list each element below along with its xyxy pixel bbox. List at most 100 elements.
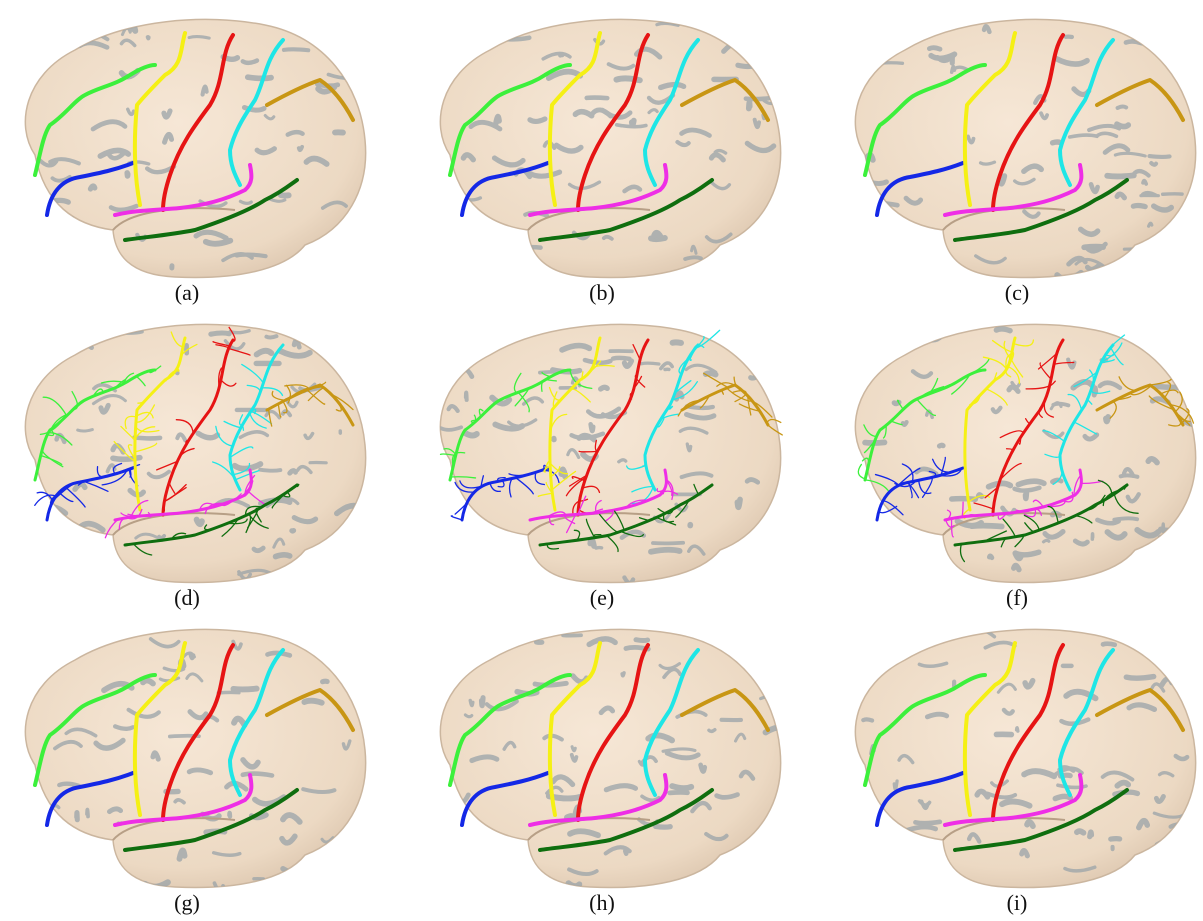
brain-render-b — [439, 18, 782, 279]
superior-temporal-sulcus — [538, 483, 714, 553]
intraparietal-sulcus — [680, 78, 770, 122]
superior-frontal-sulcus — [448, 63, 572, 177]
lateral-fissure-sulcus — [528, 163, 669, 217]
panel-caption-c: (c) — [1004, 280, 1030, 305]
panel-g — [5, 615, 370, 900]
central-sulcus — [156, 326, 251, 517]
precentral-sulcus — [547, 641, 602, 817]
inferior-frontal-sulcus — [45, 161, 135, 217]
superior-frontal-sulcus — [33, 365, 162, 482]
cortex-surface — [24, 18, 367, 279]
superior-frontal-sulcus — [863, 63, 987, 177]
intraparietal-sulcus — [265, 381, 355, 427]
brain-render-e — [439, 323, 783, 584]
brain-render-h — [439, 628, 782, 889]
intraparietal-sulcus — [1095, 688, 1185, 732]
panel-f — [835, 310, 1200, 595]
panel-h — [420, 615, 785, 900]
inferior-frontal-sulcus — [45, 771, 135, 827]
sulcal-networks — [33, 326, 355, 556]
intraparietal-sulcus — [1095, 376, 1195, 427]
brain-render-i — [854, 628, 1197, 889]
sulcal-curves — [33, 31, 355, 242]
central-sulcus — [576, 33, 650, 212]
superior-temporal-sulcus — [123, 178, 299, 242]
brain-render-g — [24, 628, 367, 889]
central-sulcus — [991, 643, 1065, 822]
cortex-surface — [854, 323, 1197, 584]
lateral-fissure-sulcus — [104, 468, 266, 539]
lateral-fissure-sulcus — [943, 773, 1084, 827]
precentral-sulcus — [132, 31, 187, 207]
postcentral-sulcus — [643, 38, 700, 187]
sulcal-shading — [455, 21, 777, 265]
lateral-fissure-sulcus — [943, 163, 1084, 217]
superior-temporal-sulcus — [538, 178, 714, 242]
brain-render-a — [24, 18, 367, 279]
panel-b — [420, 5, 785, 290]
sulcal-curves — [448, 31, 770, 242]
inferior-frontal-sulcus — [460, 771, 550, 827]
central-sulcus — [565, 338, 650, 517]
superior-temporal-sulcus — [953, 178, 1129, 242]
precentral-sulcus — [962, 641, 1017, 817]
intraparietal-sulcus — [677, 372, 783, 436]
sulcal-curves — [863, 641, 1185, 852]
panel-caption-f: (f) — [1006, 585, 1028, 610]
sulcal-curves — [33, 641, 355, 852]
panel-i — [835, 615, 1200, 900]
panel-caption-e: (e) — [589, 585, 615, 610]
panel-c — [835, 5, 1200, 290]
superior-frontal-sulcus — [857, 358, 990, 494]
sulcal-curves — [863, 31, 1185, 242]
lateral-fissure-sulcus — [528, 468, 679, 534]
brain-render-f — [854, 323, 1197, 584]
brain-render-d — [24, 323, 367, 584]
central-sulcus — [161, 643, 235, 822]
inferior-frontal-sulcus — [875, 771, 965, 827]
precentral-sulcus — [537, 336, 615, 512]
inferior-frontal-sulcus — [460, 161, 550, 217]
sulcal-shading — [862, 324, 1196, 582]
panel-caption-g: (g) — [174, 890, 200, 915]
sulcal-curves — [448, 641, 770, 852]
inferior-frontal-sulcus — [450, 464, 560, 522]
inferior-frontal-sulcus — [34, 462, 141, 522]
superior-frontal-sulcus — [33, 673, 157, 787]
cortex-surface — [854, 18, 1197, 279]
inferior-frontal-sulcus — [874, 456, 965, 522]
superior-temporal-sulcus — [953, 788, 1129, 852]
cortex-surface — [24, 323, 367, 584]
superior-temporal-sulcus — [953, 479, 1139, 563]
postcentral-sulcus — [1042, 334, 1126, 492]
postcentral-sulcus — [1058, 38, 1115, 187]
precentral-sulcus — [962, 336, 1035, 520]
central-sulcus — [973, 338, 1075, 517]
panel-caption-h: (h) — [589, 890, 615, 915]
precentral-sulcus — [962, 31, 1017, 207]
lateral-fissure-sulcus — [943, 468, 1104, 538]
postcentral-sulcus — [212, 343, 285, 492]
lateral-fissure-sulcus — [113, 163, 254, 217]
superior-frontal-sulcus — [863, 673, 987, 787]
central-sulcus — [576, 643, 650, 822]
superior-frontal-sulcus — [448, 673, 572, 787]
panel-e — [420, 310, 785, 595]
postcentral-sulcus — [1058, 648, 1115, 797]
superior-frontal-sulcus — [33, 63, 157, 177]
postcentral-sulcus — [228, 648, 285, 797]
precentral-sulcus — [132, 641, 187, 817]
cortex-surface — [24, 628, 367, 889]
central-sulcus — [991, 33, 1065, 212]
precentral-sulcus — [113, 331, 198, 512]
intraparietal-sulcus — [1095, 78, 1185, 122]
panel-a — [5, 5, 370, 290]
inferior-frontal-sulcus — [875, 161, 965, 217]
superior-temporal-sulcus — [538, 788, 714, 852]
central-sulcus — [161, 33, 235, 212]
sulcal-networks — [439, 329, 783, 553]
sulcal-networks — [857, 334, 1195, 563]
lateral-fissure-sulcus — [113, 773, 254, 827]
lateral-fissure-sulcus — [528, 773, 669, 827]
panel-d — [5, 310, 370, 595]
